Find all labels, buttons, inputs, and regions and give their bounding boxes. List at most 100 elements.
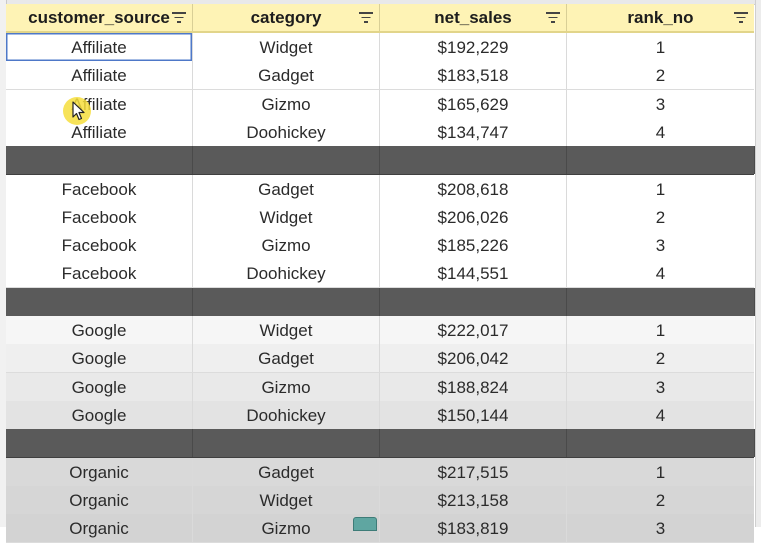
separator-cell[interactable] (6, 287, 193, 316)
cell-category[interactable]: Gadget (193, 344, 380, 373)
separator-cell[interactable] (567, 429, 755, 458)
cell-net-sales[interactable]: $192,229 (380, 33, 567, 61)
separator-cell[interactable] (380, 146, 567, 175)
cell-customer-source[interactable]: Affiliate (6, 117, 193, 146)
cell-customer-source[interactable]: Affiliate (6, 61, 193, 90)
floating-app-icon[interactable] (353, 517, 377, 531)
separator-cell[interactable] (567, 287, 755, 316)
separator-cell[interactable] (6, 429, 193, 458)
filter-icon[interactable] (734, 12, 748, 23)
table-row: Google Gadget $206,042 2 (6, 344, 754, 374)
separator-cell[interactable] (380, 287, 567, 316)
cell-net-sales[interactable]: $150,144 (380, 400, 567, 429)
cell-customer-source[interactable]: Organic (6, 485, 193, 514)
cell-rank-no[interactable]: 1 (655, 38, 666, 57)
column-header-category[interactable]: category (193, 4, 380, 31)
cell-rank-no[interactable]: 4 (655, 122, 666, 142)
cell-rank-no[interactable]: 3 (655, 519, 666, 539)
cell-rank-no[interactable]: 1 (655, 462, 666, 482)
cell-customer-source[interactable]: Google (6, 372, 193, 401)
cell-category[interactable]: Gizmo (193, 514, 380, 543)
cell-customer-source[interactable]: Google (6, 316, 193, 344)
cell-net-sales[interactable]: $206,042 (380, 344, 567, 373)
cell-rank-no[interactable]: 2 (655, 66, 666, 86)
cell-rank-no[interactable]: 4 (655, 405, 666, 425)
table-row: Facebook Gadget $208,618 1 (6, 174, 754, 204)
table-row: Affiliate Doohickey $134,747 4 (6, 117, 754, 147)
cell-customer-source[interactable]: Affiliate (6, 89, 193, 118)
cell-customer-source[interactable]: Facebook (6, 259, 193, 288)
cell-customer-source[interactable]: Facebook (6, 202, 193, 231)
separator-cell[interactable] (193, 146, 380, 175)
group-separator-row[interactable] (6, 287, 755, 317)
cell-category[interactable]: Widget (193, 33, 380, 61)
table-row: Organic Widget $213,158 2 (6, 485, 754, 515)
cell-category[interactable]: Widget (193, 485, 380, 514)
vertical-scrollbar[interactable] (755, 0, 761, 527)
cell-category[interactable]: Doohickey (193, 400, 380, 429)
column-header-rank-no[interactable]: rank_no (567, 4, 754, 31)
cell-net-sales[interactable]: $183,518 (380, 61, 567, 90)
cell-rank-no[interactable]: 2 (655, 207, 666, 227)
cell-rank-no[interactable]: 1 (655, 179, 666, 199)
cell-customer-source[interactable]: Facebook (6, 174, 193, 203)
table-row: Google Widget $222,017 1 (6, 316, 754, 345)
cell-customer-source[interactable]: Organic (6, 514, 193, 543)
table-row: Affiliate Gizmo $165,629 3 (6, 89, 754, 119)
cell-category[interactable]: Widget (193, 316, 380, 344)
separator-cell[interactable] (380, 429, 567, 458)
cell-category[interactable]: Gizmo (193, 231, 380, 260)
separator-cell[interactable] (6, 146, 193, 175)
cell-customer-source[interactable]: Google (6, 400, 193, 429)
cell-category[interactable]: Gadget (193, 457, 380, 486)
cell-rank-no[interactable]: 1 (655, 321, 666, 340)
cell-net-sales[interactable]: $134,747 (380, 117, 567, 146)
separator-cell[interactable] (567, 146, 755, 175)
cell-net-sales[interactable]: $165,629 (380, 89, 567, 118)
table-row: Facebook Doohickey $144,551 4 (6, 259, 754, 289)
mouse-pointer-icon (72, 101, 85, 121)
group-separator-row[interactable] (6, 429, 755, 459)
cell-customer-source[interactable]: Facebook (6, 231, 193, 260)
separator-cell[interactable] (193, 287, 380, 316)
filter-icon[interactable] (359, 12, 373, 23)
cell-net-sales[interactable]: $217,515 (380, 457, 567, 486)
cell-rank-no[interactable]: 2 (655, 490, 666, 510)
cell-category[interactable]: Gadget (193, 61, 380, 90)
cell-rank-no[interactable]: 3 (655, 94, 666, 114)
cell-category[interactable]: Gizmo (193, 89, 380, 118)
column-header-customer-source[interactable]: customer_source (6, 4, 193, 31)
separator-cell[interactable] (193, 429, 380, 458)
cell-net-sales[interactable]: $213,158 (380, 485, 567, 514)
cell-category[interactable]: Widget (193, 202, 380, 231)
filter-icon[interactable] (172, 12, 186, 23)
header-row: customer_source category net_sales rank_… (6, 4, 754, 33)
cell-customer-source[interactable]: Google (6, 344, 193, 373)
cell-rank-no[interactable]: 2 (655, 349, 666, 369)
cell-net-sales[interactable]: $206,026 (380, 202, 567, 231)
cell-category[interactable]: Doohickey (193, 117, 380, 146)
cell-category[interactable]: Doohickey (193, 259, 380, 288)
table-row: Organic Gizmo $183,819 3 (6, 514, 754, 543)
cell-net-sales[interactable]: $208,618 (380, 174, 567, 203)
cell-rank-no[interactable]: 3 (655, 377, 666, 397)
cell-net-sales[interactable]: $188,824 (380, 372, 567, 401)
table-row: Google Gizmo $188,824 3 (6, 372, 754, 402)
cell-customer-source[interactable]: Organic (6, 457, 193, 486)
cell-rank-no[interactable]: 4 (655, 264, 666, 284)
column-header-label: net_sales (434, 8, 512, 27)
cell-category[interactable]: Gadget (193, 174, 380, 203)
column-header-net-sales[interactable]: net_sales (380, 4, 567, 31)
cell-net-sales[interactable]: $183,819 (380, 514, 567, 543)
table-row: Facebook Gizmo $185,226 3 (6, 231, 754, 261)
cell-net-sales[interactable]: $144,551 (380, 259, 567, 288)
table-row: Google Doohickey $150,144 4 (6, 400, 754, 430)
group-separator-row[interactable] (6, 146, 755, 176)
cell-category[interactable]: Gizmo (193, 372, 380, 401)
cell-rank-no[interactable]: 3 (655, 236, 666, 256)
cell-customer-source[interactable]: Affiliate (6, 33, 193, 61)
cell-net-sales[interactable]: $222,017 (380, 316, 567, 344)
filter-icon[interactable] (546, 12, 560, 23)
cell-net-sales[interactable]: $185,226 (380, 231, 567, 260)
